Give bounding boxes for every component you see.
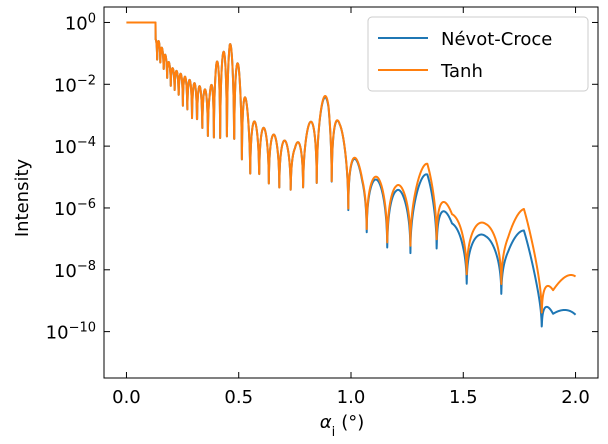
x-tick-label: 2.0 [561, 387, 590, 408]
y-tick-label: 10−8 [54, 258, 96, 282]
x-tick-label: 0.0 [112, 387, 141, 408]
y-tick-label: 100 [65, 11, 96, 35]
plot-layer [125, 21, 577, 328]
legend-box [367, 16, 589, 92]
x-axis-label: αi (°) [320, 412, 365, 440]
y-tick-label: 10−2 [54, 73, 96, 97]
legend: Névot-Croce Tanh [367, 16, 589, 92]
legend-label-tanh: Tanh [440, 61, 483, 82]
legend-label-nevot-croce: Névot-Croce [441, 29, 552, 50]
y-axis-label: Intensity [12, 158, 33, 237]
ticks-layer: 0.0 0.5 1.0 1.5 2.0 100 10−2 10−4 10−6 10−8 10−10 [46, 7, 598, 408]
series-line-tanh [125, 21, 577, 314]
x-tick-label: 0.5 [224, 387, 253, 408]
y-tick-label: 10−4 [54, 135, 96, 159]
x-tick-label: 1.5 [449, 387, 478, 408]
y-tick-label: 10−10 [46, 320, 96, 344]
y-tick-label: 10−6 [54, 196, 96, 220]
x-tick-label: 1.0 [337, 387, 366, 408]
